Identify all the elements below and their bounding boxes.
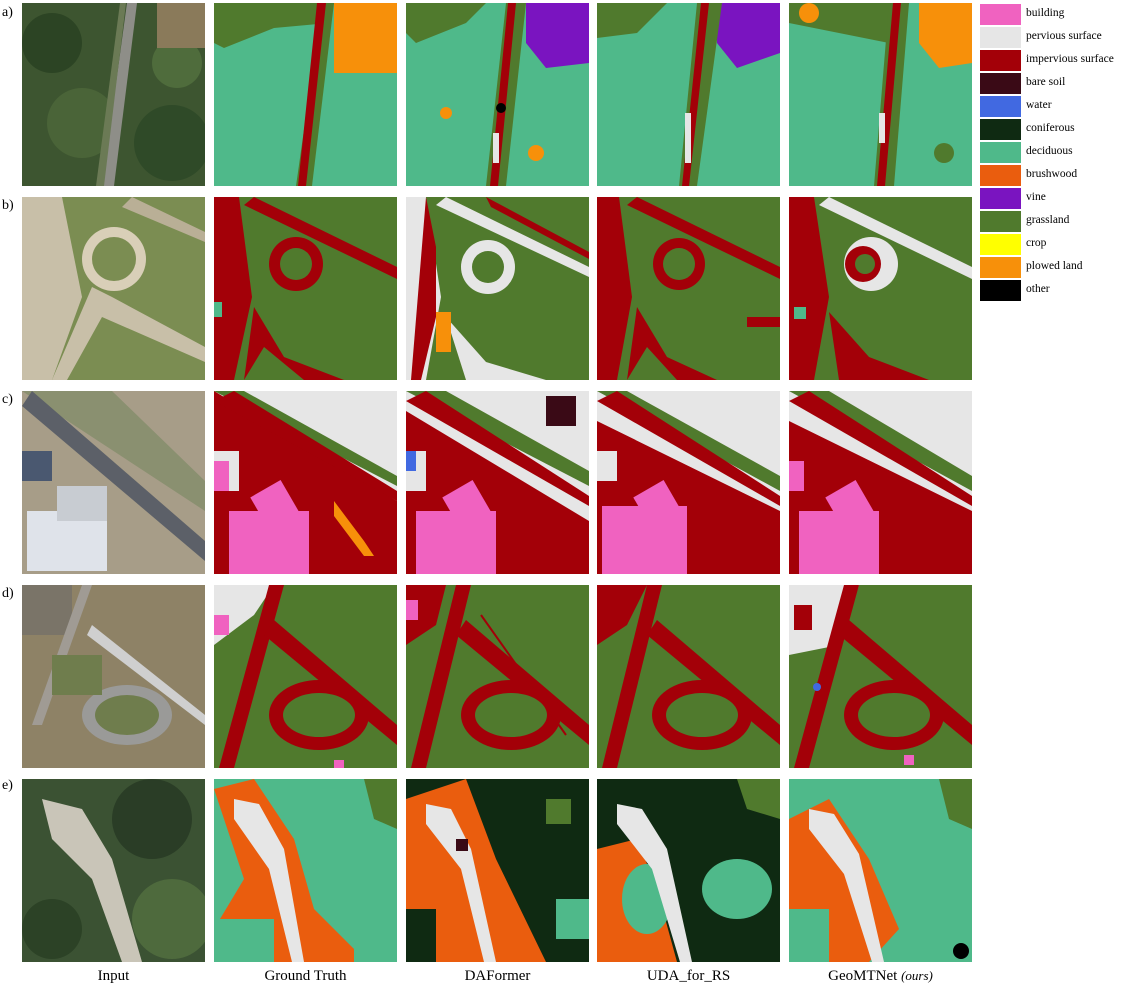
legend-item: grassland: [980, 211, 1120, 234]
geomtnet-d: [789, 585, 972, 768]
uda-for-rs-e: [597, 779, 780, 962]
ground-truth-c: [214, 391, 397, 574]
row-label-b: b): [2, 198, 14, 213]
column-label-uda-for-rs: UDA_for_RS: [646, 968, 731, 984]
column-label-ground-truth: Ground Truth: [264, 968, 347, 984]
legend-item: bare soil: [980, 73, 1120, 96]
legend-swatch-impervious-surface: [980, 50, 1021, 71]
legend-label-building: building: [1026, 7, 1065, 19]
input-image-d: [22, 585, 205, 768]
geomtnet-e: [789, 779, 972, 962]
legend-item: crop: [980, 234, 1120, 257]
daformer-d: [406, 585, 589, 768]
legend-item: plowed land: [980, 257, 1120, 280]
legend-label-pervious-surface: pervious surface: [1026, 30, 1102, 42]
legend-swatch-grassland: [980, 211, 1021, 232]
ground-truth-a: [214, 3, 397, 186]
input-image-b: [22, 197, 205, 380]
legend-swatch-deciduous: [980, 142, 1021, 163]
legend-item: vine: [980, 188, 1120, 211]
legend-swatch-building: [980, 4, 1021, 25]
legend-swatch-crop: [980, 234, 1021, 255]
row-label-d: d): [2, 586, 14, 601]
legend-label-other: other: [1026, 283, 1050, 295]
legend-swatch-brushwood: [980, 165, 1021, 186]
geomtnet-c: [789, 391, 972, 574]
row-label-a: a): [2, 5, 13, 20]
legend-item: deciduous: [980, 142, 1120, 165]
legend-item: other: [980, 280, 1120, 303]
row-label-e: e): [2, 778, 13, 793]
uda-for-rs-d: [597, 585, 780, 768]
legend-label-water: water: [1026, 99, 1052, 111]
ground-truth-d: [214, 585, 397, 768]
daformer-a: [406, 3, 589, 186]
legend-item: water: [980, 96, 1120, 119]
geomtnet-a: [789, 3, 972, 186]
input-image-a: [22, 3, 205, 186]
geomtnet-name: GeoMTNet: [828, 968, 898, 984]
legend-label-grassland: grassland: [1026, 214, 1070, 226]
daformer-c: [406, 391, 589, 574]
input-image-c: [22, 391, 205, 574]
legend-swatch-other: [980, 280, 1021, 301]
input-image-e: [22, 779, 205, 962]
legend-item: brushwood: [980, 165, 1120, 188]
row-label-c: c): [2, 392, 13, 407]
legend-label-plowed-land: plowed land: [1026, 260, 1083, 272]
legend-swatch-plowed-land: [980, 257, 1021, 278]
legend: building pervious surface impervious sur…: [980, 4, 1120, 303]
legend-swatch-vine: [980, 188, 1021, 209]
legend-swatch-bare-soil: [980, 73, 1021, 94]
legend-item: impervious surface: [980, 50, 1120, 73]
column-label-daformer: DAFormer: [464, 968, 531, 984]
legend-swatch-pervious-surface: [980, 27, 1021, 48]
uda-for-rs-a: [597, 3, 780, 186]
ground-truth-e: [214, 779, 397, 962]
legend-label-brushwood: brushwood: [1026, 168, 1078, 180]
legend-label-impervious-surface: impervious surface: [1026, 53, 1114, 65]
ground-truth-b: [214, 197, 397, 380]
daformer-e: [406, 779, 589, 962]
column-label-input: Input: [97, 968, 130, 984]
geomtnet-suffix: (ours): [901, 968, 933, 983]
legend-label-coniferous: coniferous: [1026, 122, 1075, 134]
uda-for-rs-b: [597, 197, 780, 380]
legend-swatch-coniferous: [980, 119, 1021, 140]
legend-label-vine: vine: [1026, 191, 1046, 203]
legend-item: pervious surface: [980, 27, 1120, 50]
legend-label-bare-soil: bare soil: [1026, 76, 1066, 88]
uda-for-rs-c: [597, 391, 780, 574]
geomtnet-b: [789, 197, 972, 380]
legend-label-deciduous: deciduous: [1026, 145, 1073, 157]
column-label-geomtnet: GeoMTNet (ours): [789, 968, 972, 985]
daformer-b: [406, 197, 589, 380]
legend-item: building: [980, 4, 1120, 27]
legend-swatch-water: [980, 96, 1021, 117]
legend-item: coniferous: [980, 119, 1120, 142]
legend-label-crop: crop: [1026, 237, 1047, 249]
